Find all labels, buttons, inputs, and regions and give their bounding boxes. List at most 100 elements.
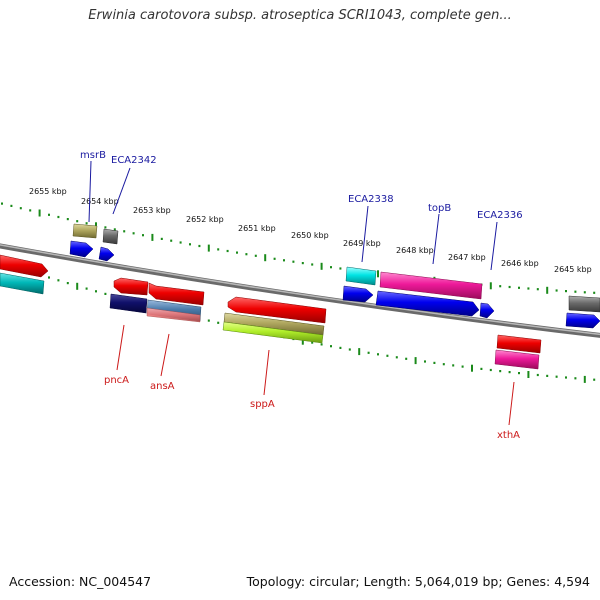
minor-tick <box>339 346 342 349</box>
minor-tick <box>48 276 50 279</box>
minor-tick <box>245 253 248 256</box>
gene-label-ECA2342[interactable]: ECA2342 <box>111 155 157 166</box>
gene-feature[interactable] <box>148 282 205 306</box>
minor-tick <box>292 260 295 263</box>
gene-label-sppA[interactable]: sppA <box>250 399 275 410</box>
minor-tick <box>160 237 163 240</box>
gene-feature[interactable] <box>568 295 600 313</box>
label-leader-line <box>263 349 270 396</box>
major-tick <box>546 286 549 294</box>
major-tick <box>207 244 210 252</box>
minor-tick <box>57 279 60 282</box>
label-leader-line <box>361 205 369 263</box>
minor-tick <box>442 363 445 366</box>
minor-tick <box>555 289 558 292</box>
reverse-strand-features <box>109 277 542 370</box>
major-tick <box>527 371 530 378</box>
minor-tick <box>283 259 285 262</box>
minor-tick <box>555 375 558 378</box>
minor-tick <box>330 345 332 348</box>
accession-text: Accession: NC_004547 <box>9 574 152 589</box>
kbp-label: 2651 kbp <box>238 224 276 233</box>
gene-feature[interactable] <box>479 302 495 319</box>
gene-feature[interactable] <box>227 296 327 324</box>
gene-feature[interactable] <box>0 272 45 295</box>
minor-tick <box>339 267 342 270</box>
minor-tick <box>254 254 257 257</box>
label-leader-line <box>160 333 170 377</box>
gene-feature[interactable] <box>379 271 483 300</box>
gene-label-pncA[interactable]: pncA <box>104 375 129 386</box>
minor-tick <box>57 215 60 219</box>
minor-tick <box>395 356 398 359</box>
label-leader-line <box>490 221 498 271</box>
gene-label-ansA[interactable]: ansA <box>150 381 175 392</box>
map-title: Erwinia carotovora subsp. atroseptica SC… <box>88 8 512 23</box>
minor-tick <box>170 239 173 242</box>
minor-tick <box>386 354 389 357</box>
gene-feature[interactable] <box>72 223 98 239</box>
gene-feature[interactable] <box>496 334 542 354</box>
minor-tick <box>508 285 511 289</box>
minor-tick <box>593 291 596 294</box>
gene-feature[interactable] <box>494 349 540 370</box>
major-tick <box>583 375 586 383</box>
gene-feature[interactable] <box>342 285 374 303</box>
kbp-label: 2650 kbp <box>291 231 329 240</box>
gene-feature[interactable] <box>146 307 201 323</box>
minor-tick <box>66 218 69 221</box>
minor-tick <box>330 266 332 269</box>
kbp-label: 2646 kbp <box>501 259 539 268</box>
minor-tick <box>10 204 13 207</box>
major-tick <box>38 209 41 217</box>
gene-feature[interactable] <box>109 293 148 314</box>
gene-feature[interactable] <box>222 321 324 344</box>
gene-feature[interactable] <box>375 290 480 317</box>
label-leader-line <box>112 167 131 215</box>
minor-tick <box>424 360 426 363</box>
minor-tick <box>226 249 229 253</box>
label-leader-line <box>508 381 515 426</box>
minor-tick <box>546 374 549 377</box>
minor-tick <box>348 348 351 351</box>
minor-tick <box>518 286 520 289</box>
major-tick <box>264 254 267 262</box>
gene-feature[interactable] <box>113 277 149 296</box>
label-leader-line <box>116 324 125 371</box>
gene-label-ECA2338[interactable]: ECA2338 <box>348 194 394 205</box>
minor-tick <box>565 376 567 379</box>
minor-tick <box>95 290 97 293</box>
label-leader-line <box>432 213 440 265</box>
kbp-label: 2648 kbp <box>396 246 434 255</box>
gene-feature[interactable] <box>565 312 600 329</box>
major-tick <box>301 337 304 345</box>
gene-feature[interactable] <box>345 266 377 286</box>
kbp-label: 2645 kbp <box>554 265 592 274</box>
gene-label-ECA2336[interactable]: ECA2336 <box>477 210 523 221</box>
minor-tick <box>574 377 577 380</box>
gene-feature[interactable] <box>0 254 49 278</box>
gene-feature[interactable] <box>69 240 94 258</box>
gene-feature[interactable] <box>102 228 119 245</box>
minor-tick <box>123 230 126 233</box>
top-gene-labels: msrB ECA2342 ECA2338 topB ECA2336 <box>80 150 523 271</box>
minor-tick <box>236 251 238 254</box>
kbp-label: 2647 kbp <box>448 253 486 262</box>
minor-tick <box>217 321 220 324</box>
minor-tick <box>189 243 191 246</box>
minor-tick <box>565 290 567 293</box>
minor-tick <box>76 220 79 223</box>
gene-feature[interactable] <box>98 246 115 262</box>
gene-label-xthA[interactable]: xthA <box>497 430 520 441</box>
genome-backbone <box>0 243 600 338</box>
minor-tick <box>311 263 314 266</box>
major-tick <box>358 348 361 356</box>
minor-tick <box>207 319 210 322</box>
gene-label-topB[interactable]: topB <box>428 203 451 214</box>
major-tick <box>377 270 379 278</box>
gene-label-msrB[interactable]: msrB <box>80 150 106 161</box>
minor-tick <box>433 361 436 364</box>
minor-tick <box>536 288 539 291</box>
minor-tick <box>461 365 464 368</box>
